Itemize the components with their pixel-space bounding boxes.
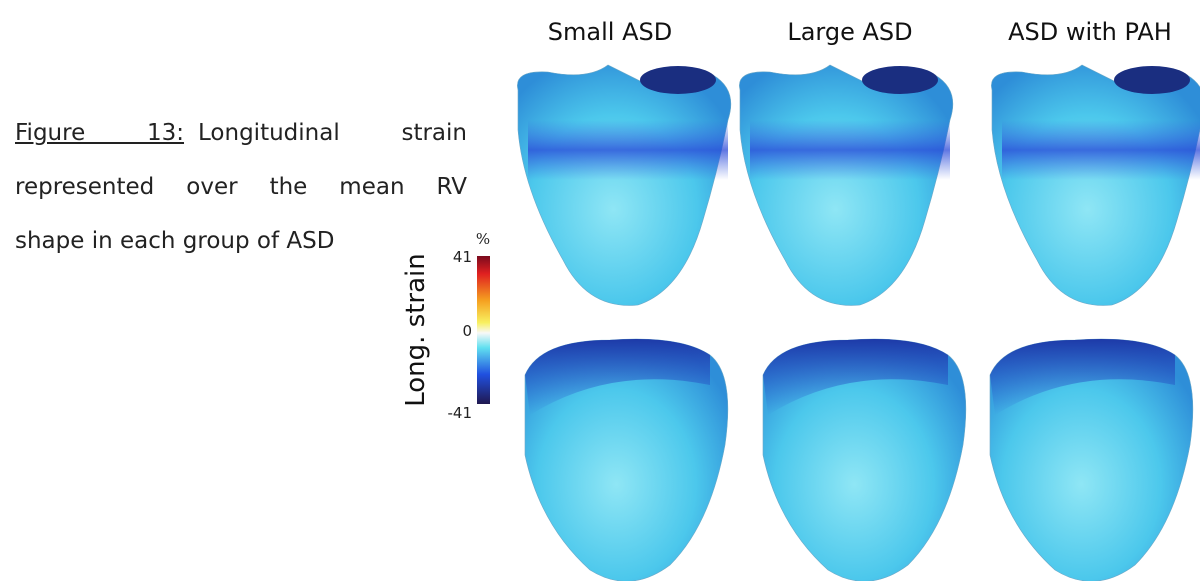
heart-render [738,64,954,306]
caption-line: shape in each group of ASD [15,228,335,254]
colorbar [477,256,490,404]
heart-render [516,64,732,306]
heart-render [989,338,1194,581]
heart-render [762,338,967,581]
caption: Figure 13: Longitudinal strain represente… [15,106,467,268]
column-header: Small ASD [548,18,672,46]
caption-line: Figure 13: Longitudinal strain [15,106,467,160]
column-header: Large ASD [787,18,912,46]
column-header: ASD with PAH [1008,18,1172,46]
colorbar-unit: % [476,230,490,248]
caption-text: Longitudinal strain [198,120,467,146]
caption-label: Figure 13: [15,120,185,146]
heart-render [990,64,1200,306]
colorbar-title: Long. strain [401,253,431,407]
caption-line: represented over the mean RV [15,174,467,200]
colorbar-tick: 41 [453,248,472,266]
colorbar-tick: 0 [462,322,472,340]
colorbar-tick: -41 [448,404,473,422]
heart-render [524,338,729,581]
